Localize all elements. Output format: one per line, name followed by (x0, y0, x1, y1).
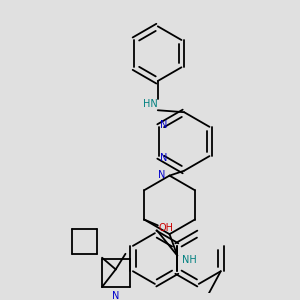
Text: NH: NH (182, 254, 196, 265)
Text: N: N (160, 120, 167, 130)
Text: OH: OH (158, 223, 173, 233)
Text: N: N (160, 153, 167, 163)
Text: N: N (112, 291, 119, 300)
Text: HN: HN (142, 99, 158, 110)
Text: N: N (158, 170, 165, 180)
